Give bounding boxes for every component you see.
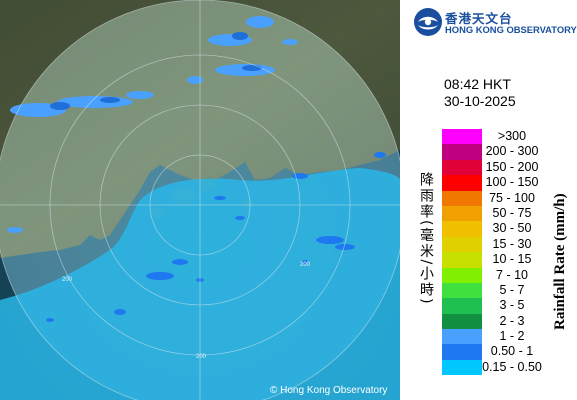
hko-logo-icon: [414, 8, 442, 36]
legend-swatch: [442, 190, 482, 206]
legend-swatch: [442, 221, 482, 237]
legend-swatch: [442, 344, 482, 360]
legend-labels: >300 200 - 300 150 - 200 100 - 150 75 - 100 5…: [482, 129, 542, 375]
legend-swatch: [442, 329, 482, 345]
legend-swatch: [442, 205, 482, 222]
date-text: 30-10-2025: [444, 93, 516, 109]
legend-label: 1 - 2: [499, 329, 525, 344]
legend-swatch: [442, 159, 482, 176]
legend-label: 30 - 50: [492, 221, 532, 236]
legend-swatch: [442, 144, 482, 160]
org-name-en: HONG KONG OBSERVATORY: [445, 24, 577, 35]
legend-label: 75 - 100: [489, 190, 535, 205]
range-label-south: 200: [196, 354, 207, 360]
timestamp: 08:42 HKT 30-10-2025: [444, 76, 516, 110]
legend-label: 150 - 200: [485, 159, 539, 174]
legend-label: 100 - 150: [485, 175, 539, 190]
hko-logo: 香港天文台 HONG KONG OBSERVATORY: [413, 7, 577, 41]
legend-label: 15 - 30: [492, 236, 532, 251]
legend-label: >300: [497, 129, 527, 143]
legend-swatch: [442, 129, 482, 145]
legend-label: 5 - 7: [499, 282, 525, 297]
legend-swatch: [442, 252, 482, 268]
legend-swatch: [442, 282, 482, 299]
legend-label: 7 - 10: [496, 267, 528, 282]
legend-swatch: [442, 236, 482, 253]
legend-label: 200 - 300: [485, 144, 539, 159]
legend-swatch: [442, 359, 482, 376]
range-label-west: 200: [62, 277, 73, 283]
legend-swatch: [442, 313, 482, 330]
legend-label: 0.15 - 0.50: [482, 359, 542, 374]
radar-map: 200 200 200 © Hong Kong Observatory: [0, 0, 400, 400]
org-name-zh: 香港天文台: [445, 11, 513, 26]
legend-title-zh: 降雨率(毫米/小時): [418, 172, 434, 306]
copyright-text: © Hong Kong Observatory: [270, 385, 388, 396]
legend-label: 2 - 3: [499, 313, 525, 328]
rain-cells-land-heavy: [50, 32, 262, 110]
legend-swatch: [442, 267, 482, 283]
legend-color-scale: [442, 129, 482, 376]
time-text: 08:42 HKT: [444, 76, 511, 92]
legend-label: 0.50 - 1: [490, 344, 534, 359]
legend-title-en: Rainfall Rate (mm/h): [552, 193, 568, 331]
range-rings: [0, 0, 400, 400]
legend-swatch: [442, 298, 482, 314]
legend-swatch: [442, 175, 482, 191]
legend-label: 10 - 15: [492, 252, 532, 267]
range-label-east: 200: [300, 262, 311, 268]
legend-label: 3 - 5: [499, 298, 525, 313]
legend-panel: 香港天文台 HONG KONG OBSERVATORY 08:42 HKT 30…: [400, 0, 577, 400]
legend-label: 50 - 75: [492, 205, 532, 220]
radar-map-canvas: 200 200 200: [0, 0, 400, 400]
